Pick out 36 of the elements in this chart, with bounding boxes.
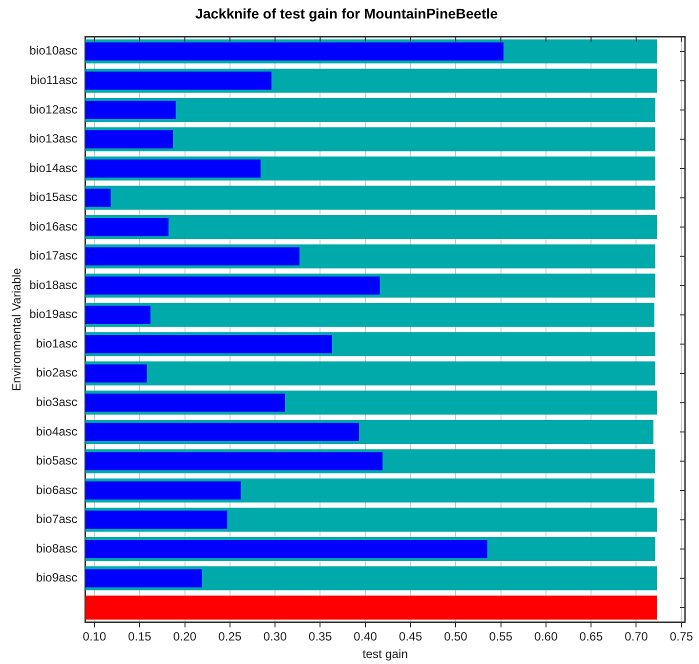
x-tick-label: 0.70 bbox=[624, 630, 648, 644]
x-tick-label: 0.10 bbox=[82, 630, 106, 644]
y-tick-label: bio16asc bbox=[29, 219, 78, 234]
x-tick-label: 0.20 bbox=[173, 630, 197, 644]
y-tick-label: bio6asc bbox=[36, 482, 78, 497]
x-tick-label: 0.75 bbox=[670, 630, 694, 644]
x-tick-label: 0.50 bbox=[444, 630, 468, 644]
x-tick-label: 0.55 bbox=[489, 630, 513, 644]
y-tick-label: bio9asc bbox=[36, 570, 78, 585]
y-tick-label: bio7asc bbox=[36, 512, 78, 526]
y-tick-label: bio12asc bbox=[29, 102, 78, 116]
x-tick-label: 0.65 bbox=[579, 630, 604, 644]
y-tick-label: bio13asc bbox=[29, 132, 78, 146]
y-tick-label: bio8asc bbox=[36, 541, 78, 556]
y-tick-label: bio19asc bbox=[29, 307, 78, 322]
y-tick-label: bio17asc bbox=[29, 248, 78, 263]
x-tick-label: 0.40 bbox=[354, 630, 378, 644]
y-tick-label: bio18asc bbox=[29, 278, 78, 292]
y-tick-label: bio14asc bbox=[29, 160, 78, 175]
x-tick-label: 0.30 bbox=[263, 630, 288, 644]
x-tick-label: 0.35 bbox=[308, 630, 332, 644]
y-tick-label: bio15asc bbox=[29, 190, 78, 204]
y-axis-title: Environmental Variable bbox=[10, 268, 24, 392]
y-tick-label: bio2asc bbox=[36, 366, 78, 380]
x-tick-label: 0.25 bbox=[218, 630, 242, 644]
y-tick-label: bio4asc bbox=[36, 424, 78, 438]
chart-title: Jackknife of test gain for MountainPineBeetle bbox=[195, 5, 498, 22]
x-axis-title: test gain bbox=[362, 647, 408, 662]
x-tick-label: 0.15 bbox=[128, 630, 152, 644]
y-tick-label: bio5asc bbox=[36, 454, 78, 468]
x-tick-label: 0.60 bbox=[534, 630, 558, 644]
y-tick-label: bio10asc bbox=[29, 44, 78, 58]
y-tick-label: bio11asc bbox=[30, 73, 78, 88]
y-tick-label: bio3asc bbox=[36, 394, 78, 409]
y-tick-label: bio1asc bbox=[36, 336, 78, 350]
x-tick-label: 0.45 bbox=[398, 630, 422, 644]
